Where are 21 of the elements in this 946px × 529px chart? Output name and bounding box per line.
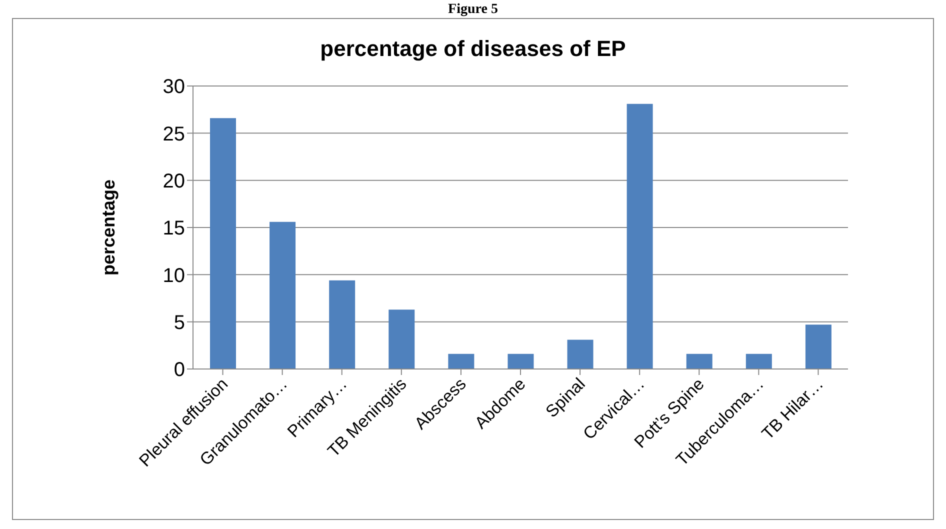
y-tick-label: 0: [174, 359, 185, 382]
y-tick-label: 25: [162, 123, 185, 146]
bar: [508, 354, 534, 369]
bar: [448, 354, 474, 369]
y-tick-label: 10: [162, 264, 185, 287]
bar: [567, 340, 594, 369]
chart-title: percentage of diseases of EP: [319, 36, 627, 62]
bar: [329, 280, 356, 369]
bar: [805, 324, 832, 369]
y-tick-label: 30: [162, 76, 185, 98]
caption: Figure 5: [447, 2, 499, 18]
y-tick-label: 5: [174, 312, 185, 334]
y-tick-label: 15: [162, 218, 185, 240]
bar: [746, 354, 772, 369]
bar: [626, 104, 653, 369]
y-axis-title: percentage: [98, 179, 118, 276]
bar: [388, 310, 415, 369]
bar: [270, 222, 296, 369]
bar: [686, 354, 712, 369]
y-tick-label: 20: [162, 170, 185, 192]
bar: [210, 118, 236, 369]
